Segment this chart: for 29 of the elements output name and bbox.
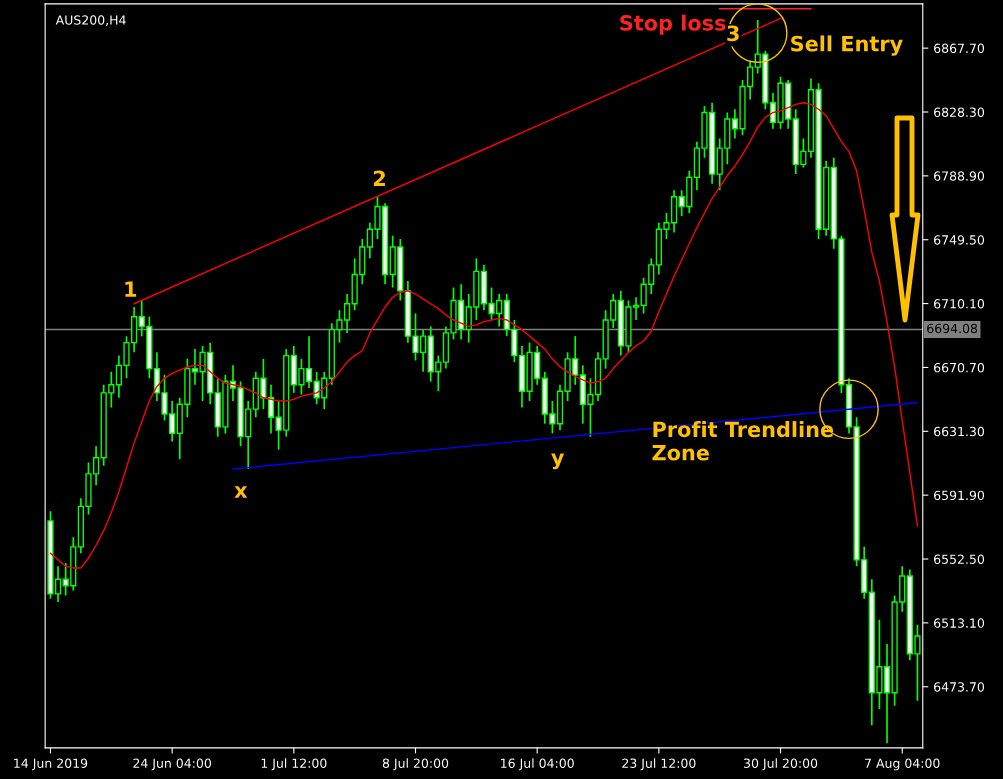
- x-tick-label: 14 Jun 2019: [14, 758, 88, 771]
- x-tick-label: 7 Aug 04:00: [865, 758, 940, 771]
- y-tick-label: 6710.10: [934, 299, 985, 309]
- annotation: y: [551, 453, 565, 470]
- x-tick-label: 16 Jul 04:00: [501, 758, 574, 771]
- y-tick-label: 6473.70: [934, 682, 985, 692]
- ref-line-label: 6694.08: [927, 323, 978, 334]
- y-tick-label: 6552.50: [934, 554, 985, 564]
- annotation: x: [234, 486, 248, 498]
- y-tick-label: 6513.10: [934, 618, 985, 628]
- x-tick-label: 1 Jul 12:00: [261, 758, 327, 771]
- x-tick-label: 8 Jul 20:00: [382, 758, 449, 771]
- annotation: 2: [373, 170, 385, 186]
- y-tick-label: 6749.50: [934, 235, 985, 245]
- x-tick-label: 24 Jun 04:00: [133, 758, 212, 771]
- y-tick-label: 6788.90: [934, 171, 985, 181]
- text: AUS200,H4: [55, 15, 126, 27]
- x-tick-label: 23 Jul 12:00: [622, 758, 696, 771]
- annotation: Sell Entry: [791, 35, 903, 56]
- y-tick-label: 6828.30: [934, 107, 985, 117]
- line-series: [49, 102, 919, 569]
- annotation: Stop loss: [620, 14, 726, 35]
- annotation: 1: [125, 281, 137, 297]
- x-tick-label: 30 Jul 20:00: [744, 758, 818, 771]
- y-tick-label: 6591.90: [934, 490, 985, 501]
- annotation: 3: [727, 25, 739, 42]
- y-tick-label: 6670.70: [934, 362, 985, 373]
- y-tick-label: 6867.70: [934, 43, 985, 54]
- y-tick-label: 6631.30: [934, 426, 985, 437]
